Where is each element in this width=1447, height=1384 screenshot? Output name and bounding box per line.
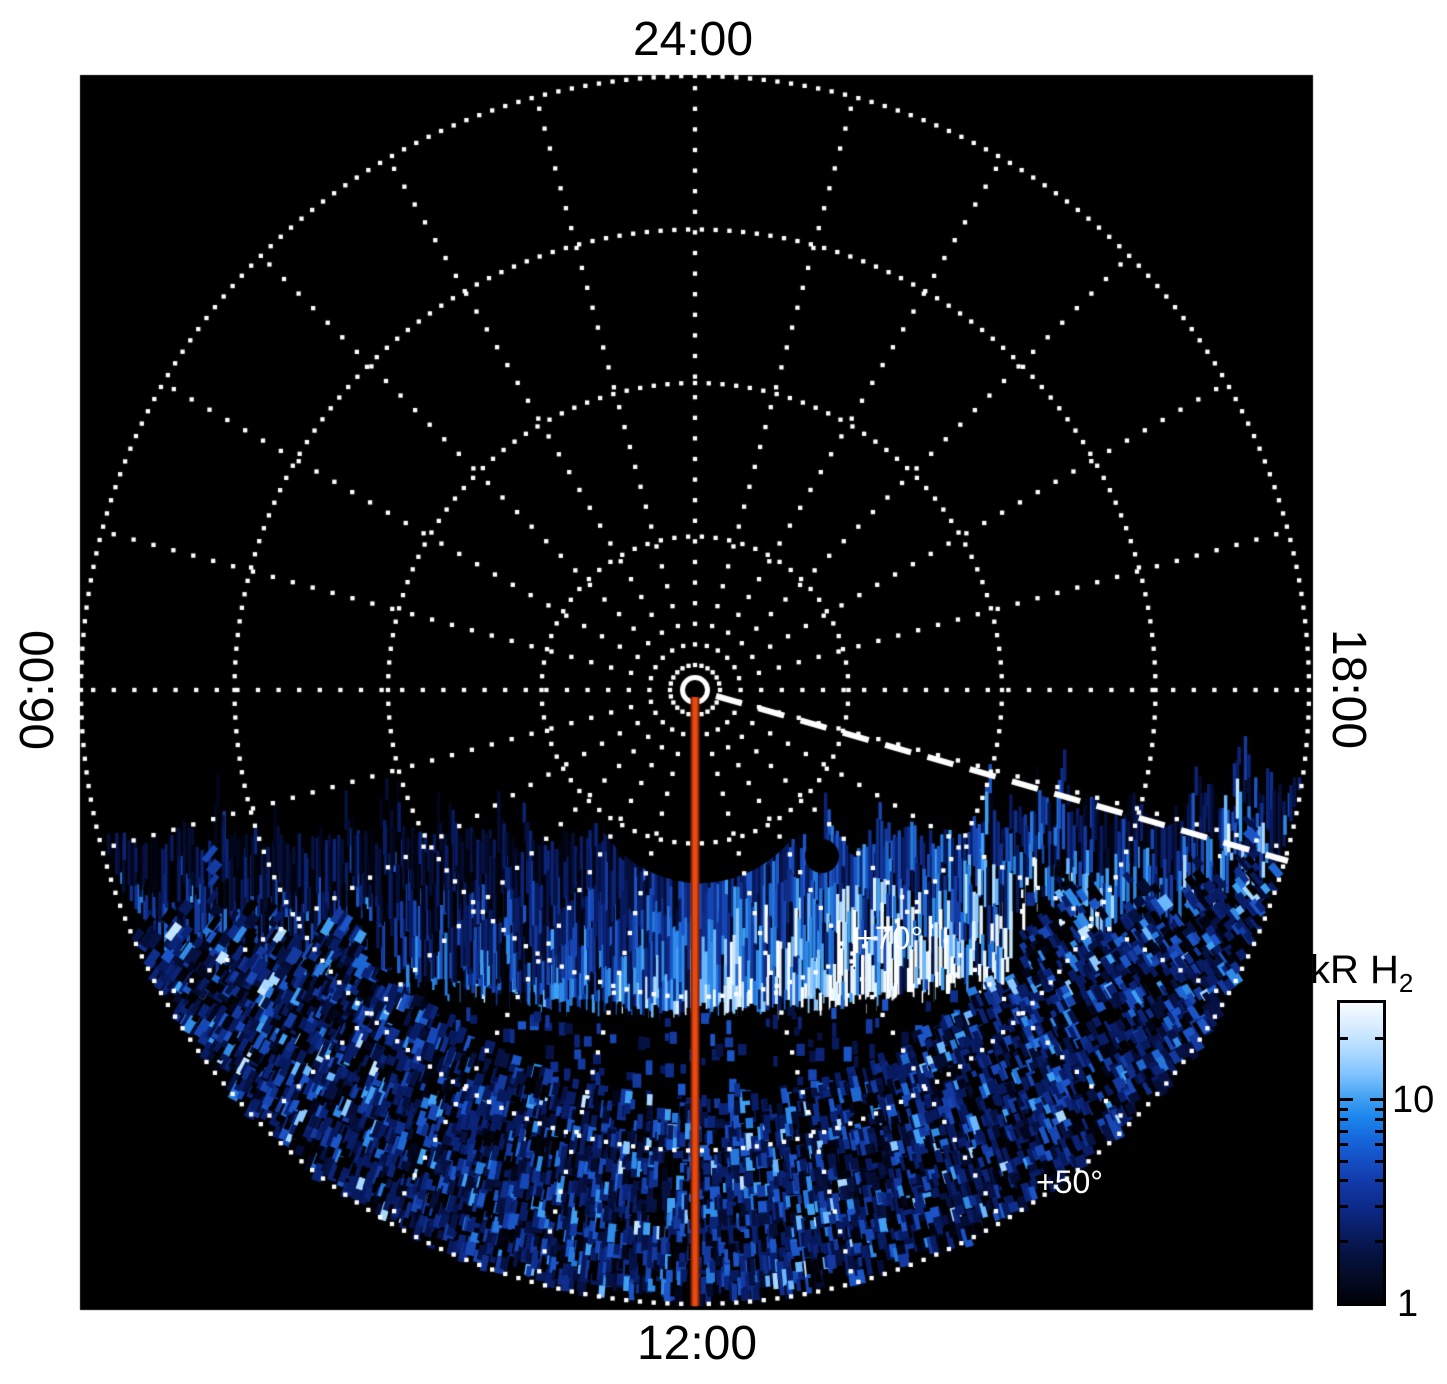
colorbar-tick <box>1370 1098 1383 1102</box>
colorbar-tick <box>1375 1129 1383 1133</box>
colorbar-tick <box>1375 1143 1383 1147</box>
latitude-label-50: +50° <box>1036 1164 1104 1200</box>
colorbar-tick <box>1340 1107 1348 1111</box>
colorbar-tick <box>1340 1143 1348 1147</box>
colorbar-tick <box>1340 1098 1353 1102</box>
colorbar-tick-label-10: 10 <box>1392 1079 1435 1121</box>
colorbar-tick <box>1340 1129 1348 1133</box>
hour-label-2400: 24:00 <box>632 13 754 66</box>
latitude-label-70: +70° <box>856 920 924 956</box>
hour-label-0600: 06:00 <box>11 629 64 751</box>
colorbar-tick <box>1375 1037 1383 1041</box>
colorbar-tick <box>1375 1240 1383 1244</box>
colorbar-tick <box>1340 1179 1348 1183</box>
colorbar-tick <box>1340 1240 1348 1244</box>
colorbar-tick <box>1375 1159 1383 1163</box>
colorbar-tick <box>1340 1159 1348 1163</box>
colorbar <box>1337 1000 1386 1306</box>
colorbar-tick-label-1: 1 <box>1397 1283 1419 1325</box>
colorbar-tick <box>1340 1204 1348 1208</box>
colorbar-tick <box>1340 1118 1348 1122</box>
hour-label-1800: 18:00 <box>1322 628 1375 750</box>
colorbar-tick <box>1340 1037 1348 1041</box>
colorbar-tick <box>1375 1118 1383 1122</box>
hour-label-1200: 12:00 <box>636 1317 758 1370</box>
colorbar-tick <box>1375 1204 1383 1208</box>
colorbar-title-subscript: 2 <box>1398 968 1414 998</box>
colorbar-title-main: kR H <box>1310 948 1399 992</box>
colorbar-gradient <box>1340 1003 1383 1303</box>
colorbar-tick <box>1375 1107 1383 1111</box>
colorbar-tick <box>1375 1179 1383 1183</box>
colorbar-title: kR H2 <box>1310 948 1413 999</box>
